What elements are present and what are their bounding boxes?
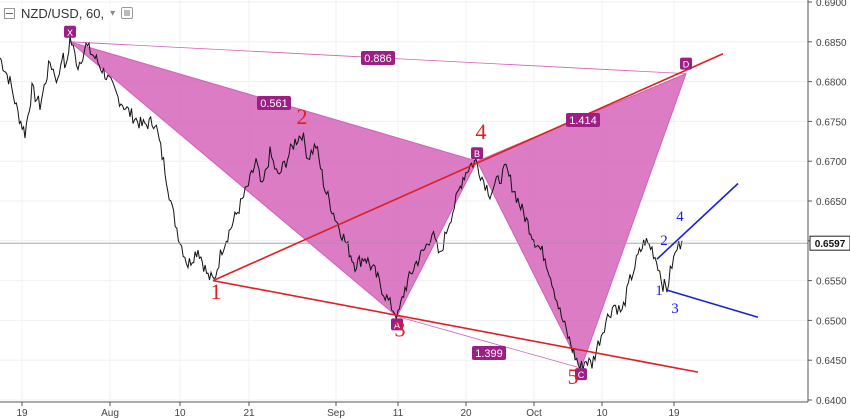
ratio-value: 1.399: [475, 348, 503, 360]
chevron-down-icon[interactable]: ▾: [110, 7, 116, 19]
y-tick-label: 0.6650: [816, 197, 847, 208]
ratio-labels: 0.561 1.399 1.414 0.886: [257, 51, 600, 360]
point-letter: X: [67, 28, 73, 38]
trendline-blue: [666, 289, 759, 318]
point-label-b: B: [471, 147, 483, 160]
price-line: [0, 36, 683, 371]
point-letter: B: [474, 149, 480, 159]
wave-label-red: 1: [211, 279, 222, 304]
symbol-label: NZD/USD, 60,: [21, 5, 105, 21]
x-tick-label: Aug: [101, 408, 119, 419]
y-tick-label: 0.6400: [816, 396, 847, 407]
wave-labels: 1 2 3 4 5 1 2 3 4: [211, 104, 685, 389]
trendlines: [212, 53, 759, 373]
chart-header: NZD/USD, 60, ▾: [4, 4, 138, 22]
wave-label-red: 3: [395, 316, 406, 341]
y-tick-label: 0.6750: [816, 117, 847, 128]
x-tick-label: 21: [243, 408, 255, 419]
y-tick-label: 0.6700: [816, 157, 847, 168]
wave-label-red: 2: [297, 104, 308, 129]
settings-icon[interactable]: [121, 7, 134, 19]
collapse-icon[interactable]: [4, 7, 15, 19]
wave-label-blue: 2: [660, 233, 668, 249]
current-price-badge: 0.6597: [809, 235, 850, 251]
point-label-a: A: [391, 318, 403, 331]
point-label-x: X: [64, 25, 76, 38]
pattern-point-labels: X A B C D: [64, 25, 692, 381]
x-tick-label: Sep: [327, 408, 345, 419]
x-tick-label: 10: [174, 408, 186, 419]
current-price-value: 0.6597: [815, 239, 846, 250]
pattern-triangle-xab: [69, 41, 478, 318]
wave-label-blue: 4: [676, 209, 684, 225]
point-letter: C: [578, 370, 585, 380]
point-label-d: D: [680, 57, 692, 70]
point-label-c: C: [575, 368, 587, 381]
ratio-label-x-d: 0.886: [361, 51, 395, 65]
y-tick-label: 0.6450: [816, 356, 847, 367]
point-letter: A: [394, 320, 400, 330]
x-tick-label: 20: [460, 408, 472, 419]
harmonic-pattern: [69, 41, 687, 370]
x-tick-label: 19: [668, 408, 680, 419]
y-tick-label: 0.6550: [816, 277, 847, 288]
ratio-label-a-c: 1.399: [472, 346, 506, 360]
wave-label-blue: 3: [671, 301, 679, 317]
ratio-value: 0.886: [364, 53, 392, 65]
x-tick-label: Oct: [526, 408, 542, 419]
trendline-red: [212, 279, 699, 373]
wave-label-red: 4: [476, 119, 487, 144]
trendline-blue: [656, 182, 739, 260]
x-tick-label: 19: [16, 408, 28, 419]
x-tick-label: 10: [596, 408, 608, 419]
y-tick-label: 0.6900: [816, 0, 847, 9]
x-tick-label: 11: [393, 408, 404, 419]
ratio-label-b-d: 1.414: [566, 113, 600, 127]
trendline-red: [212, 53, 724, 282]
y-tick-label: 0.6500: [816, 316, 847, 327]
connector-a-c: [396, 316, 582, 369]
ratio-value: 1.414: [569, 115, 597, 127]
ratio-value: 0.561: [260, 98, 288, 110]
y-tick-label: 0.6850: [816, 38, 847, 49]
point-letter: D: [683, 60, 690, 70]
y-tick-label: 0.6800: [816, 78, 847, 89]
wave-label-red: 5: [568, 364, 579, 389]
wave-label-blue: 1: [655, 283, 663, 299]
ratio-label-x-b: 0.561: [257, 96, 291, 110]
